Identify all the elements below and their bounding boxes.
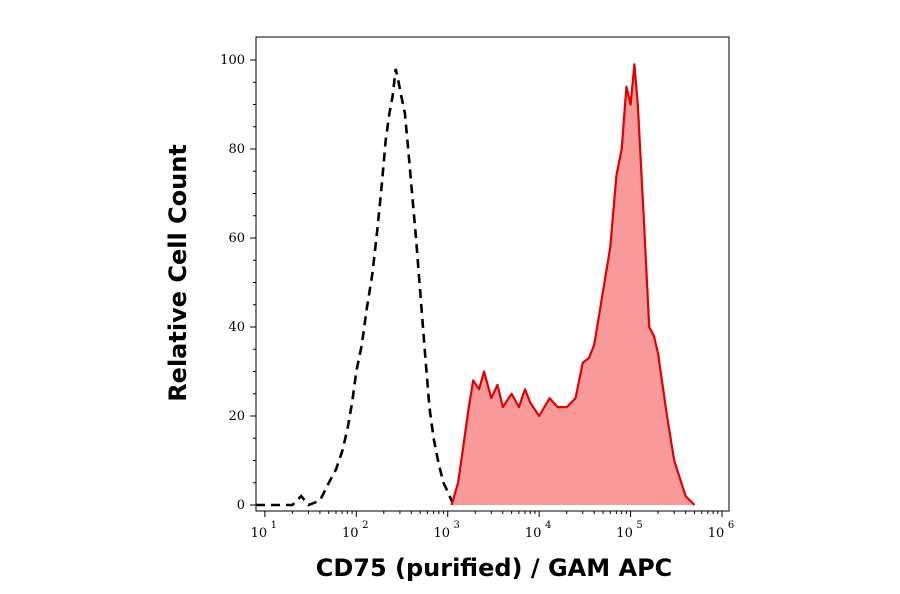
x-tick-label: 10 — [251, 526, 268, 541]
series-1-fill — [451, 64, 695, 506]
x-tick-exponent: 4 — [545, 520, 551, 531]
x-tick-label: 10 — [525, 526, 542, 541]
y-axis-title: Relative Cell Count — [164, 144, 192, 402]
x-tick-label: 10 — [433, 526, 450, 541]
y-tick-label: 60 — [228, 231, 245, 246]
y-axis: 0 20 40 60 80 100 — [220, 53, 256, 513]
y-tick-label: 80 — [228, 142, 245, 157]
x-tick-label: 10 — [616, 526, 633, 541]
x-tick-label: 10 — [342, 526, 359, 541]
x-tick-label: 10 — [708, 526, 725, 541]
series-0-line — [256, 68, 457, 507]
series-1-line — [450, 63, 696, 506]
x-tick-exponent: 6 — [728, 520, 734, 531]
plot-frame — [255, 36, 730, 512]
x-tick-exponent: 5 — [636, 520, 642, 531]
y-tick-label: 40 — [228, 320, 245, 335]
x-axis-title: CD75 (purified) / GAM APC — [316, 554, 673, 582]
x-tick-exponent: 2 — [362, 520, 368, 531]
series-layer — [256, 63, 696, 507]
x-tick-exponent: 1 — [271, 520, 277, 531]
y-tick-label: 100 — [220, 53, 245, 68]
y-tick-label: 0 — [237, 498, 245, 513]
y-tick-label: 20 — [228, 409, 245, 424]
x-tick-exponent: 3 — [454, 520, 460, 531]
